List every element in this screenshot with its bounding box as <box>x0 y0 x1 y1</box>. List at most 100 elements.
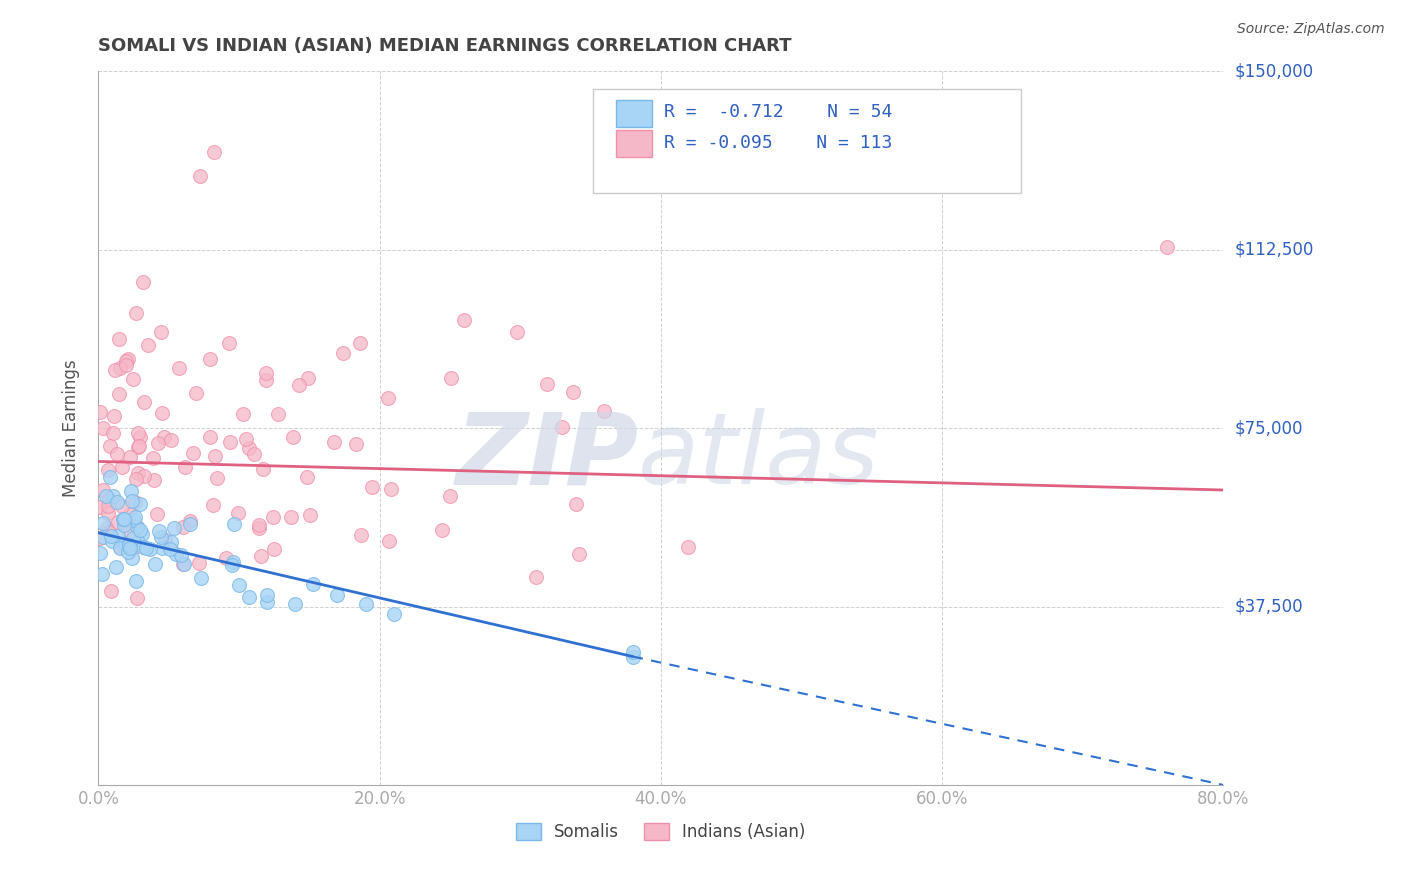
Point <box>173 557 195 571</box>
Point <box>112 518 135 533</box>
Point <box>153 430 176 444</box>
Point <box>105 560 128 574</box>
Point <box>120 507 142 521</box>
Point <box>128 439 150 453</box>
Point <box>382 607 405 621</box>
Point <box>117 352 139 367</box>
Point <box>247 518 270 533</box>
Point <box>561 385 583 400</box>
Point <box>127 467 149 481</box>
Text: $112,500: $112,500 <box>1234 241 1313 259</box>
Point <box>565 497 588 511</box>
Point <box>118 537 141 551</box>
Bar <box>616 100 652 127</box>
Point <box>105 495 128 509</box>
Point <box>222 555 245 569</box>
Point <box>247 521 270 535</box>
Point <box>143 557 166 571</box>
Point <box>621 645 644 659</box>
Point <box>96 521 118 535</box>
Point <box>181 446 204 460</box>
Point <box>214 550 236 565</box>
Point <box>228 578 250 592</box>
Point <box>98 492 121 507</box>
Point <box>439 489 461 503</box>
Point <box>97 500 120 514</box>
Point <box>302 576 325 591</box>
Point <box>344 437 367 451</box>
Point <box>91 483 114 498</box>
Point <box>297 370 319 384</box>
Point <box>148 436 170 450</box>
Point <box>107 515 129 529</box>
Point <box>127 534 149 549</box>
Point <box>536 376 558 391</box>
Text: atlas: atlas <box>638 409 880 505</box>
Point <box>326 588 349 602</box>
Point <box>166 547 188 561</box>
Point <box>98 525 121 540</box>
Point <box>256 588 278 602</box>
Point <box>198 351 221 366</box>
Point <box>96 489 118 503</box>
Point <box>89 531 111 545</box>
Point <box>89 500 111 515</box>
Point <box>146 508 169 522</box>
Point <box>122 513 145 527</box>
Point <box>221 558 243 573</box>
Text: $37,500: $37,500 <box>1234 598 1303 615</box>
Point <box>243 447 266 461</box>
Point <box>120 484 142 499</box>
Point <box>124 509 146 524</box>
Point <box>524 570 547 584</box>
Point <box>131 275 153 289</box>
Point <box>160 433 183 447</box>
Point <box>132 540 155 554</box>
Point <box>111 512 134 526</box>
Point <box>107 528 129 542</box>
Point <box>114 354 136 368</box>
Point <box>101 533 124 548</box>
Point <box>222 517 245 532</box>
Point <box>332 346 354 360</box>
Point <box>267 407 290 421</box>
Point <box>108 541 131 555</box>
Text: $150,000: $150,000 <box>1234 62 1313 80</box>
Point <box>97 463 120 477</box>
Point <box>129 524 152 538</box>
Point <box>118 524 141 539</box>
Point <box>179 514 201 528</box>
Point <box>323 435 346 450</box>
Point <box>219 435 242 450</box>
Point <box>218 336 240 351</box>
Point <box>122 372 145 386</box>
Point <box>361 480 384 494</box>
Point <box>288 378 311 392</box>
Point <box>430 523 453 537</box>
Point <box>170 548 193 562</box>
Point <box>254 373 277 387</box>
Point <box>349 336 371 351</box>
Point <box>97 506 120 520</box>
Point <box>198 430 221 444</box>
Point <box>678 540 700 554</box>
FancyBboxPatch shape <box>593 89 1021 193</box>
Point <box>280 510 302 524</box>
Point <box>135 541 157 556</box>
Point <box>129 430 152 444</box>
Point <box>101 426 124 441</box>
Point <box>122 540 145 554</box>
Point <box>254 367 277 381</box>
Point <box>187 557 209 571</box>
Point <box>93 421 115 435</box>
Point <box>263 541 285 556</box>
Point <box>159 535 181 549</box>
Point <box>568 547 591 561</box>
Point <box>131 526 153 541</box>
Point <box>1156 240 1178 254</box>
Point <box>108 332 131 346</box>
Point <box>205 471 228 485</box>
Point <box>453 313 475 327</box>
Legend: Somalis, Indians (Asian): Somalis, Indians (Asian) <box>509 816 813 848</box>
Point <box>202 145 225 160</box>
